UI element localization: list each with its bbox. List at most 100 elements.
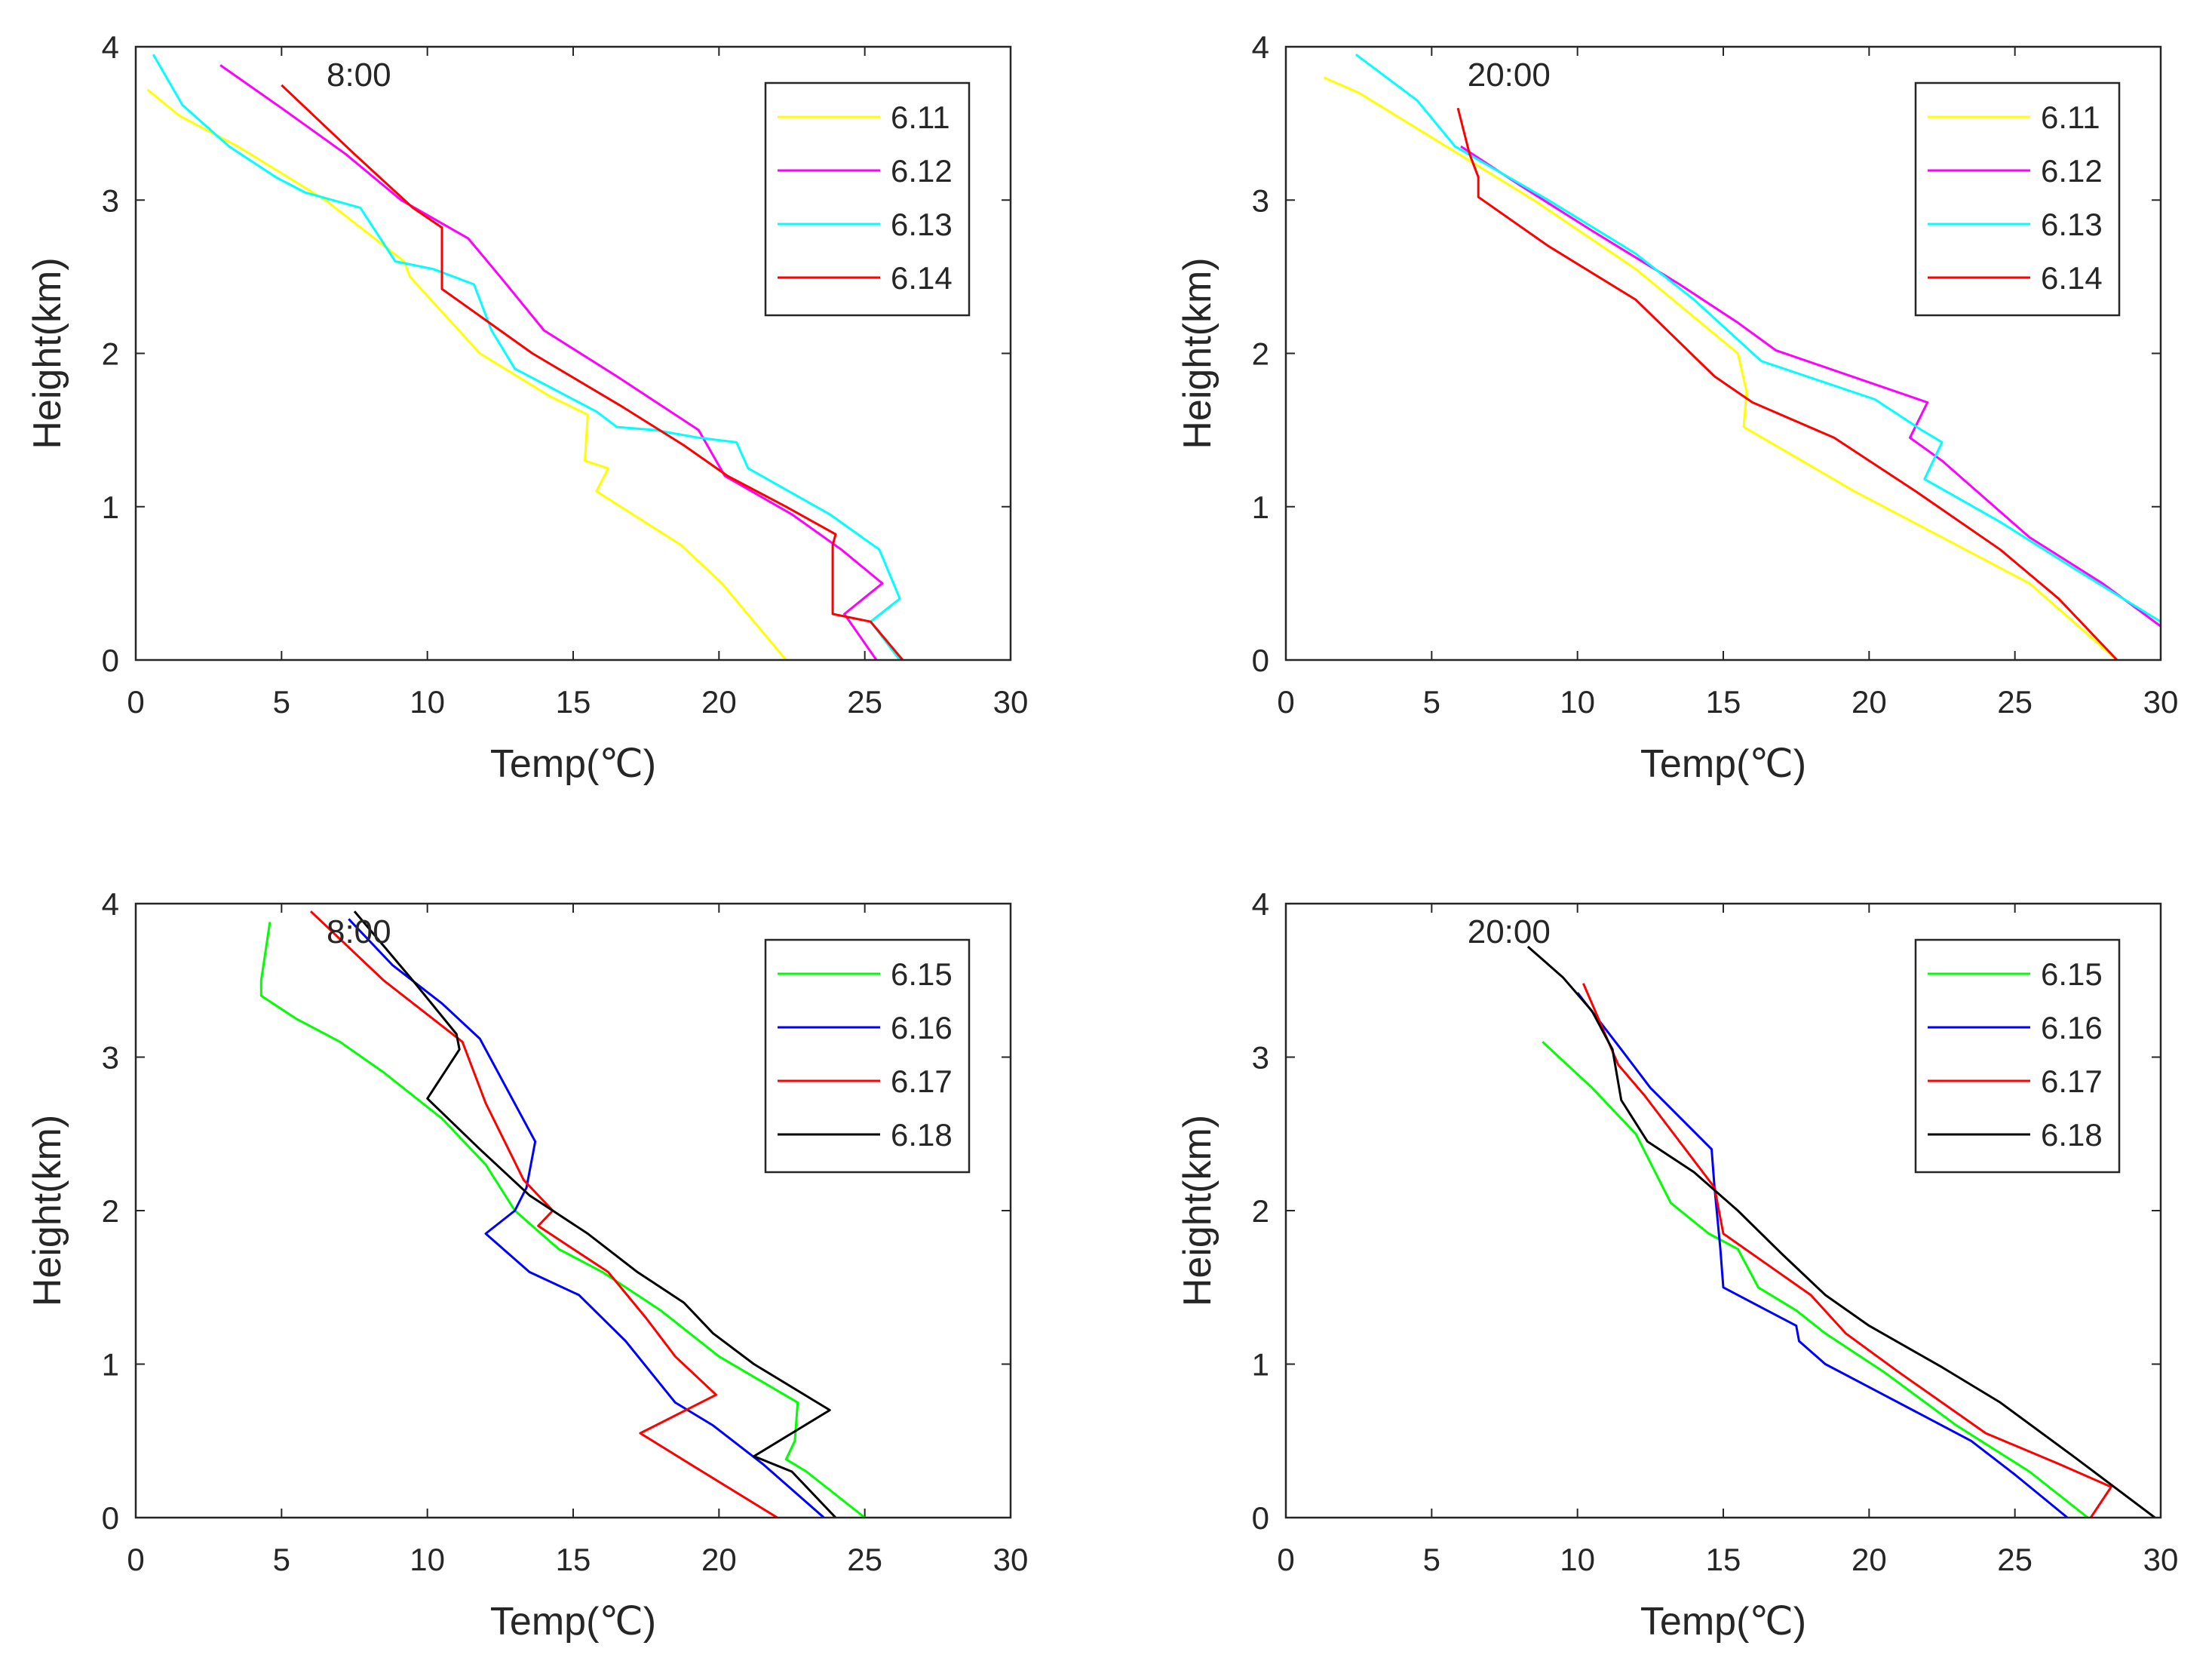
series-line-6.12 — [1460, 145, 2161, 628]
x-axis-label: Temp(℃) — [1640, 742, 1806, 786]
legend: 6.15 6.16 6.17 6.18 — [764, 938, 971, 1174]
legend-label: 6.13 — [2041, 207, 2103, 242]
series-line-6.14 — [1456, 107, 2118, 660]
x-tick-label: 5 — [273, 684, 290, 720]
x-axis-label: Temp(℃) — [490, 1600, 656, 1644]
y-tick-label: 0 — [1252, 643, 1269, 678]
legend-label: 6.16 — [891, 1010, 953, 1045]
x-tick-label: 25 — [1997, 1542, 2033, 1577]
y-tick-label: 1 — [102, 1347, 119, 1383]
x-tick-label: 0 — [127, 1542, 144, 1577]
x-tick-label: 0 — [1277, 684, 1294, 720]
y-tick-label: 3 — [1252, 183, 1269, 218]
series-group — [259, 910, 866, 1518]
legend-label: 6.15 — [2041, 956, 2103, 992]
y-axis-label: Height(km) — [26, 1115, 69, 1306]
legend-label: 6.17 — [2041, 1064, 2103, 1099]
x-tick-label: 20 — [701, 684, 737, 720]
series-group — [1526, 945, 2156, 1518]
axes-box — [1284, 45, 2162, 662]
x-tick-label: 25 — [847, 684, 882, 720]
y-axis-label: Height(km) — [26, 257, 69, 449]
legend-label: 6.18 — [2041, 1117, 2103, 1153]
y-axis-label: Height(km) — [1176, 257, 1220, 449]
legend-label: 6.12 — [891, 153, 953, 189]
axes-box — [1284, 902, 2162, 1519]
x-tick-label: 0 — [1277, 1542, 1294, 1577]
x-tick-label: 10 — [410, 1542, 445, 1577]
chart-title: 8:00 — [327, 913, 391, 950]
x-tick-label: 15 — [556, 684, 591, 720]
legend: 6.11 6.12 6.13 6.14 — [1914, 81, 2121, 317]
chart-title: 20:00 — [1468, 913, 1551, 950]
series-group — [1323, 53, 2161, 660]
x-tick-label: 25 — [847, 1542, 882, 1577]
axes-box — [134, 45, 1012, 662]
series-line-6.18 — [1526, 945, 2156, 1518]
legend-label: 6.14 — [2041, 260, 2103, 296]
series-line-6.17 — [1582, 983, 2112, 1518]
x-tick-label: 25 — [1997, 684, 2033, 720]
series-line-6.11 — [1323, 76, 2118, 660]
x-tick-label: 20 — [701, 1542, 737, 1577]
y-tick-label: 0 — [1252, 1500, 1269, 1536]
y-tick-label: 3 — [1252, 1040, 1269, 1076]
x-tick-label: 30 — [2143, 684, 2179, 720]
x-tick-label: 15 — [1706, 1542, 1741, 1577]
legend: 6.15 6.16 6.17 6.18 — [1914, 938, 2121, 1174]
y-tick-label: 4 — [1252, 29, 1269, 65]
x-tick-label: 5 — [1423, 684, 1440, 720]
legend-label: 6.18 — [891, 1117, 953, 1153]
y-tick-label: 4 — [1252, 886, 1269, 922]
series-line-6.13 — [152, 54, 901, 660]
x-tick-label: 5 — [1423, 1542, 1440, 1577]
series-line-6.18 — [353, 910, 837, 1518]
y-tick-label: 4 — [102, 886, 119, 922]
axes-box — [134, 902, 1012, 1519]
x-tick-label: 30 — [993, 684, 1029, 720]
series-line-6.16 — [348, 918, 825, 1518]
series-line-6.15 — [1542, 1041, 2089, 1518]
y-tick-label: 2 — [102, 1193, 119, 1229]
legend-label: 6.11 — [2041, 100, 2100, 135]
panel-1: 0 5 10 15 20 25 30 0 1 2 3 4 8:00 Temp(℃) Height(km) 6.… — [26, 29, 1028, 786]
y-tick-label: 1 — [102, 490, 119, 525]
y-tick-label: 2 — [102, 336, 119, 372]
legend-label: 6.16 — [2041, 1010, 2103, 1045]
series-line-6.15 — [259, 922, 866, 1518]
panel-3: 0 5 10 15 20 25 30 0 1 2 3 4 8:00 Temp(℃) Height(km) 6.… — [26, 886, 1028, 1644]
series-line-6.12 — [219, 64, 884, 660]
x-tick-label: 10 — [410, 684, 445, 720]
x-axis-label: Temp(℃) — [490, 742, 656, 786]
y-tick-label: 1 — [1252, 1347, 1269, 1383]
y-tick-label: 0 — [102, 1500, 119, 1536]
legend-label: 6.14 — [891, 260, 953, 296]
legend: 6.11 6.12 6.13 6.14 — [764, 81, 971, 317]
series-line-6.14 — [281, 84, 904, 660]
legend-label: 6.13 — [891, 207, 953, 242]
x-tick-label: 0 — [127, 684, 144, 720]
x-tick-label: 30 — [2143, 1542, 2179, 1577]
panel-2: 0 5 10 15 20 25 30 0 1 2 3 4 20:00 Temp(℃) Height(km) 6… — [1176, 29, 2178, 786]
x-tick-label: 20 — [1852, 684, 1887, 720]
y-tick-label: 3 — [102, 183, 119, 218]
x-tick-label: 30 — [993, 1542, 1029, 1577]
legend-label: 6.15 — [891, 956, 953, 992]
x-tick-label: 10 — [1560, 1542, 1595, 1577]
legend-label: 6.12 — [2041, 153, 2103, 189]
y-tick-label: 0 — [102, 643, 119, 678]
panel-4: 0 5 10 15 20 25 30 0 1 2 3 4 20:00 Temp(℃) Height(km) 6… — [1176, 886, 2178, 1644]
legend-label: 6.11 — [891, 100, 950, 135]
y-tick-label: 4 — [102, 29, 119, 65]
series-line-6.16 — [1576, 992, 2069, 1518]
x-tick-label: 15 — [556, 1542, 591, 1577]
chart-title: 20:00 — [1468, 57, 1551, 94]
y-tick-label: 3 — [102, 1040, 119, 1076]
x-tick-label: 15 — [1706, 684, 1741, 720]
x-axis-label: Temp(℃) — [1640, 1600, 1806, 1644]
series-line-6.17 — [309, 910, 778, 1518]
legend-label: 6.17 — [891, 1064, 953, 1099]
series-group — [146, 54, 904, 660]
y-tick-label: 2 — [1252, 336, 1269, 372]
